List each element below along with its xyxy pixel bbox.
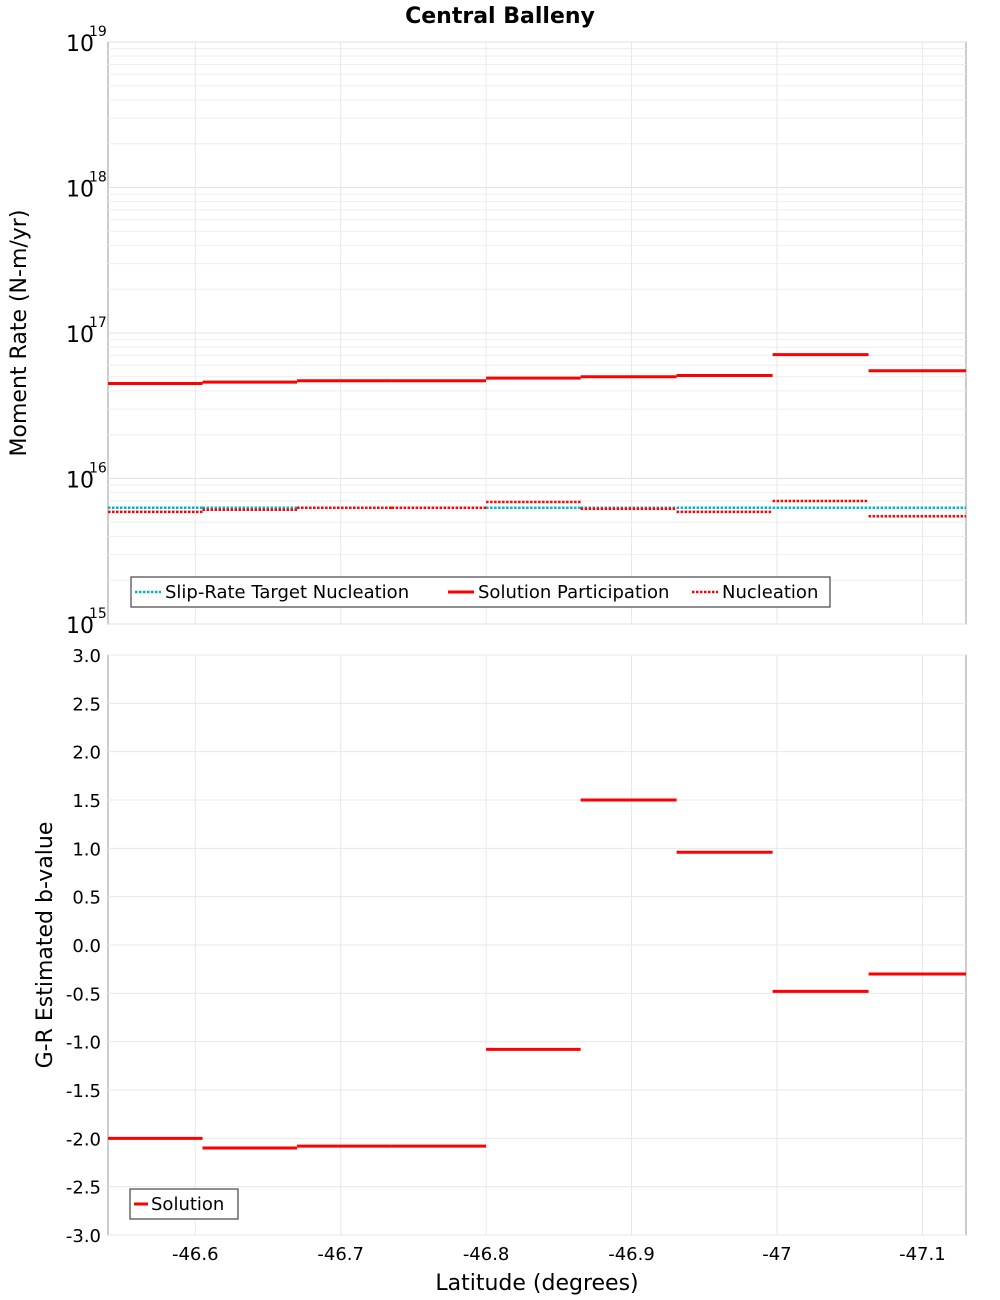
y-tick-exponent: 19 bbox=[89, 24, 107, 40]
moment-rate-legend: Slip-Rate Target Nucleation Solution Part… bbox=[130, 576, 831, 608]
x-tick-label: -46.7 bbox=[317, 1244, 364, 1265]
legend-label: Slip-Rate Target Nucleation bbox=[165, 582, 409, 603]
y-tick-label: 3.0 bbox=[72, 646, 101, 667]
y-tick-label: -0.5 bbox=[66, 984, 101, 1005]
x-tick-label: -46.8 bbox=[463, 1244, 510, 1265]
legend-item: Slip-Rate Target Nucleation bbox=[135, 582, 409, 603]
b-value-grid bbox=[108, 654, 966, 1236]
legend-item: Solution Participation bbox=[448, 582, 669, 603]
y-tick-label: -2.0 bbox=[66, 1129, 101, 1150]
y-tick-label: -1.0 bbox=[66, 1033, 101, 1054]
y-tick-exponent: 17 bbox=[89, 315, 107, 331]
b-value-panel: 3.0 2.5 2.0 1.5 1.0 0.5 0.0 -0.5 -1.0 -1.5 -2.0 -2.… bbox=[33, 646, 967, 1296]
y-tick-label: -1.5 bbox=[66, 1081, 101, 1102]
y-tick-base: 10 bbox=[66, 323, 94, 348]
moment-rate-y-axis-label: Moment Rate (N-m/yr) bbox=[7, 210, 32, 457]
y-tick-label: -3.0 bbox=[66, 1226, 101, 1247]
x-tick-label: -47 bbox=[762, 1244, 791, 1265]
legend-item: Solution bbox=[134, 1194, 224, 1215]
moment-rate-series bbox=[108, 353, 966, 518]
y-tick-base: 10 bbox=[66, 178, 94, 203]
series-solution-participation bbox=[108, 353, 966, 385]
x-tick-label: -47.1 bbox=[899, 1244, 946, 1265]
y-tick-label: -2.5 bbox=[66, 1178, 101, 1199]
series-solution bbox=[108, 798, 966, 1150]
chart-title: Central Balleny bbox=[405, 4, 595, 29]
y-tick-label: 0.0 bbox=[72, 936, 101, 957]
b-value-legend: Solution bbox=[129, 1188, 239, 1220]
b-value-series bbox=[108, 798, 966, 1150]
x-tick-label: -46.9 bbox=[608, 1244, 655, 1265]
legend-label: Solution Participation bbox=[478, 582, 669, 603]
y-tick-label: 0.5 bbox=[72, 888, 101, 909]
y-tick-label: 1.0 bbox=[72, 839, 101, 860]
y-tick-label: 1.5 bbox=[72, 791, 101, 812]
legend-box bbox=[130, 576, 831, 608]
y-tick-base: 10 bbox=[66, 469, 94, 494]
b-value-y-axis-label: G-R Estimated b-value bbox=[33, 822, 58, 1069]
y-tick-exponent: 15 bbox=[89, 606, 107, 622]
legend-item: Nucleation bbox=[692, 582, 818, 603]
y-tick-base: 10 bbox=[66, 32, 94, 57]
b-value-y-ticks: 3.0 2.5 2.0 1.5 1.0 0.5 0.0 -0.5 -1.0 -1.5 -2.0 -2.… bbox=[66, 646, 101, 1247]
y-tick-label: 2.5 bbox=[72, 694, 101, 715]
y-tick-label: 2.0 bbox=[72, 743, 101, 764]
latitude-x-ticks: -46.6 -46.7 -46.8 -46.9 -47 -47.1 bbox=[172, 1244, 946, 1265]
latitude-x-axis-label: Latitude (degrees) bbox=[435, 1271, 638, 1296]
y-tick-base: 10 bbox=[66, 614, 94, 639]
x-tick-label: -46.6 bbox=[172, 1244, 219, 1265]
legend-label: Nucleation bbox=[722, 582, 818, 603]
series-nucleation bbox=[108, 499, 966, 518]
y-tick-exponent: 16 bbox=[89, 461, 107, 477]
legend-label: Solution bbox=[151, 1194, 224, 1215]
y-tick-exponent: 18 bbox=[89, 170, 107, 186]
